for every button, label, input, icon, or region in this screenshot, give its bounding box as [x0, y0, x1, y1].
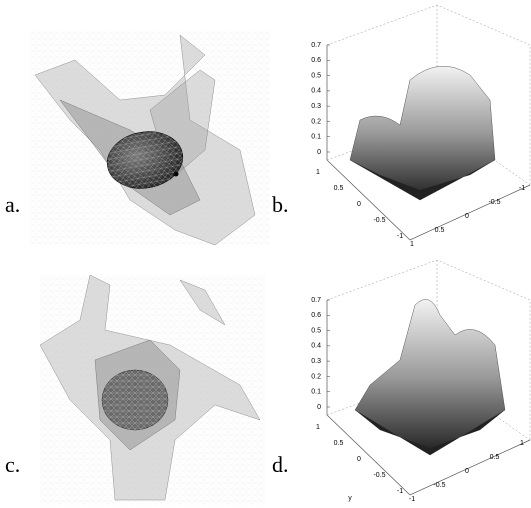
y-tick-label: -1 [397, 488, 403, 495]
y-tick-label: -0.5 [373, 472, 385, 479]
y-tick-label: -0.5 [373, 217, 385, 224]
y-tick-label: 0 [357, 456, 361, 463]
axis-label: y [348, 495, 352, 502]
x-tick-label: 0.5 [435, 227, 445, 234]
x-tick-label: -0.5 [433, 482, 445, 489]
panel-label: c. [5, 452, 20, 477]
z-tick-label: 0.6 [311, 312, 321, 319]
y-tick-label: -1 [397, 233, 403, 240]
y-tick-label: 1 [316, 169, 320, 176]
z-tick-label: 0.2 [311, 373, 321, 380]
y-tick-label: 0.5 [334, 440, 344, 447]
z-tick-label: 0.7 [311, 42, 321, 49]
z-tick-label: 0.7 [311, 297, 321, 304]
z-tick-label: 0.3 [311, 103, 321, 110]
z-tick-label: 0 [317, 149, 321, 156]
x-tick-label: 0 [465, 213, 469, 220]
x-tick-label: -0.5 [488, 199, 500, 206]
z-tick-label: 0 [317, 404, 321, 411]
y-tick-label: 1 [316, 424, 320, 431]
x-tick-label: -1 [409, 496, 415, 503]
x-tick-label: -1 [519, 185, 525, 192]
panel-label: d. [272, 452, 289, 477]
z-tick-label: 0.1 [311, 134, 321, 141]
panel-label: a. [5, 192, 20, 217]
z-tick-label: 0.6 [311, 57, 321, 64]
render-c [40, 275, 265, 505]
z-tick-label: 0.1 [311, 389, 321, 396]
x-tick-label: 0 [465, 468, 469, 475]
x-tick-label: 0.5 [490, 454, 500, 461]
z-tick-label: 0.3 [311, 358, 321, 365]
figure: a. b. c. d. 0 0.1 0.2 0.3 0.4 0.5 0.6 0.7 1 0.5 0 -… [0, 0, 531, 508]
x-tick-label: 1 [520, 440, 524, 447]
z-tick-label: 0.4 [311, 88, 321, 95]
z-tick-label: 0.4 [311, 343, 321, 350]
z-tick-label: 0.2 [311, 118, 321, 125]
panel-label: b. [272, 192, 289, 217]
y-tick-label: 0.5 [334, 185, 344, 192]
z-tick-label: 0.5 [311, 327, 321, 334]
z-tick-label: 0.5 [311, 72, 321, 79]
y-tick-label: 0 [357, 201, 361, 208]
render-a [30, 30, 270, 245]
x-tick-label: 1 [410, 241, 414, 248]
